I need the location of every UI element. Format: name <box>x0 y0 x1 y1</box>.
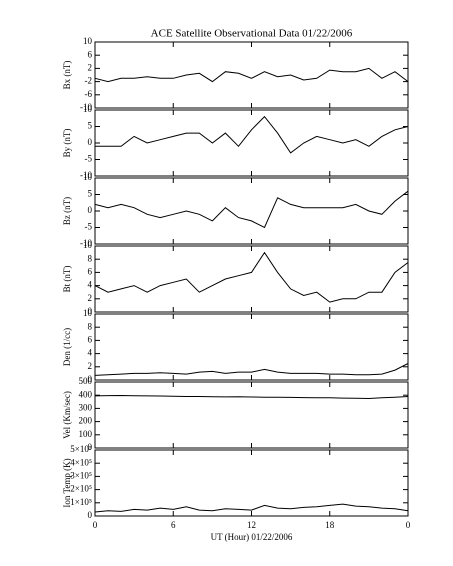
y-tick-label: 6 <box>88 266 93 276</box>
data-line <box>94 251 409 303</box>
y-tick-label: 10 <box>83 240 93 250</box>
y-axis-label: By (nT) <box>62 129 72 158</box>
y-axis-label: Vel (Km/sec) <box>62 391 72 439</box>
y-tick-label: 400 <box>79 389 93 399</box>
y-tick-label: 10 <box>83 172 93 182</box>
x-tick-label: 0 <box>93 520 98 530</box>
panel-frame <box>94 381 409 449</box>
data-line <box>94 503 409 513</box>
y-axis-label: Bz (nT) <box>62 197 72 225</box>
y-tick-label: 10 <box>83 104 93 114</box>
y-tick-label: -2 <box>85 76 93 86</box>
y-axis-label: Bt (nT) <box>62 266 72 293</box>
y-tick-label: 0 <box>88 510 93 520</box>
y-tick-label: -10 <box>80 102 92 112</box>
panel-frame <box>94 41 409 109</box>
y-tick-label: 1×10⁵ <box>70 497 92 507</box>
y-tick-label: 8 <box>88 321 93 331</box>
x-tick-label: 12 <box>247 520 256 530</box>
y-tick-label: 6 <box>88 334 93 344</box>
x-tick-label: 0 <box>406 520 411 530</box>
data-line <box>94 67 409 83</box>
x-tick-label: 18 <box>325 520 335 530</box>
y-tick-label: -5 <box>85 222 93 232</box>
x-axis-label: UT (Hour) 01/22/2006 <box>211 532 293 542</box>
y-tick-label: 4×10⁵ <box>70 457 92 467</box>
y-tick-label: 0 <box>88 205 93 215</box>
y-tick-label: 300 <box>79 402 93 412</box>
y-tick-label: -5 <box>85 154 93 164</box>
y-tick-label: 5 <box>88 121 93 131</box>
y-tick-label: 100 <box>79 429 93 439</box>
panel-frame <box>94 177 409 245</box>
y-tick-label: 8 <box>88 253 93 263</box>
y-tick-label: 4 <box>88 348 93 358</box>
panel-frame <box>94 245 409 313</box>
y-tick-label: 10 <box>83 308 93 318</box>
y-tick-label: 10 <box>83 36 93 46</box>
y-tick-label: -10 <box>80 170 92 180</box>
y-tick-label: 6 <box>88 49 93 59</box>
y-tick-label: 2 <box>88 62 93 72</box>
panel-frame <box>94 109 409 177</box>
y-tick-label: 0 <box>88 374 93 384</box>
y-tick-label: 3×10⁵ <box>70 470 92 480</box>
y-tick-label: -6 <box>85 89 93 99</box>
panel-frame <box>94 313 409 381</box>
y-axis-label: Ion Temp (K) <box>62 458 72 507</box>
chart-title: ACE Satellite Observational Data 01/22/2… <box>151 28 353 40</box>
data-line <box>95 115 409 154</box>
y-tick-label: 0 <box>88 306 93 316</box>
x-tick-label: 6 <box>171 520 176 530</box>
y-tick-label: 2×10⁵ <box>70 484 92 494</box>
data-line <box>94 363 409 376</box>
y-tick-label: 5×10⁵ <box>70 444 92 454</box>
y-tick-label: 4 <box>88 280 93 290</box>
data-line <box>94 190 409 229</box>
y-axis-label: Bx (nT) <box>62 61 72 90</box>
y-tick-label: 200 <box>79 416 93 426</box>
y-tick-label: 500 <box>79 376 93 386</box>
y-tick-label: -10 <box>80 238 92 248</box>
y-tick-label: 0 <box>88 137 93 147</box>
y-tick-label: 0 <box>88 442 93 452</box>
y-tick-label: 2 <box>88 293 93 303</box>
y-tick-label: 5 <box>88 189 93 199</box>
y-tick-label: 2 <box>88 361 93 371</box>
y-axis-label: Den (1/cc) <box>62 328 72 366</box>
data-line <box>94 394 409 400</box>
